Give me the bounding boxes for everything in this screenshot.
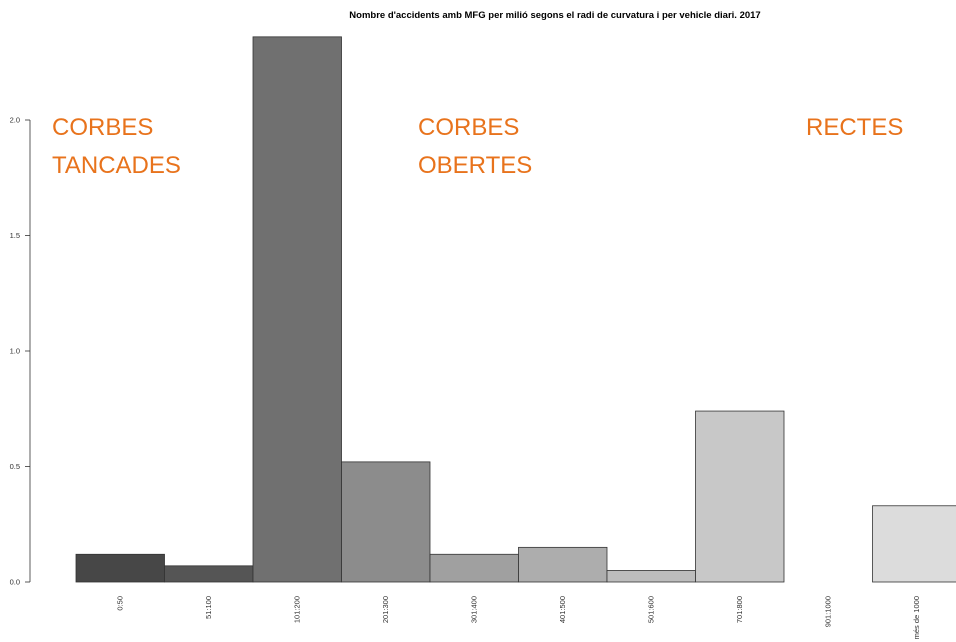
x-tick-label: 701:800 bbox=[735, 596, 744, 623]
x-tick-label: 201:300 bbox=[381, 596, 390, 623]
x-tick-label: més de 1000 bbox=[912, 596, 921, 639]
bar bbox=[429, 553, 519, 583]
x-tick-label: 401:500 bbox=[558, 596, 567, 623]
x-tick-label: 901:1000 bbox=[824, 596, 833, 627]
x-tick-label: 101:200 bbox=[293, 596, 302, 623]
y-tick-label: 2.0 bbox=[10, 116, 20, 125]
bar bbox=[872, 505, 956, 583]
x-tick-label: 301:400 bbox=[470, 596, 479, 623]
chart-title: Nombre d'accidents amb MFG per milió seg… bbox=[349, 10, 760, 21]
bars bbox=[75, 36, 956, 583]
bar bbox=[695, 410, 785, 583]
x-tick-label: 51:100 bbox=[204, 596, 213, 619]
bar bbox=[75, 553, 165, 583]
bar bbox=[164, 565, 254, 583]
x-axis-labels: 0:50 51:100 101:200 201:300 301:400 401:500 50… bbox=[116, 596, 922, 639]
y-tick-label: 1.5 bbox=[10, 231, 20, 240]
annotation-label: RECTES bbox=[806, 114, 903, 141]
bar bbox=[518, 546, 608, 583]
y-tick-label: 1.0 bbox=[10, 347, 20, 356]
annotation-label: CORBES TANCADES bbox=[52, 114, 181, 179]
x-tick-label: 0:50 bbox=[116, 596, 125, 611]
annotation-label: CORBES OBERTES bbox=[418, 114, 532, 179]
x-tick-label: 501:600 bbox=[647, 596, 656, 623]
bar bbox=[252, 36, 342, 583]
annotations: CORBES TANCADES CORBES OBERTES RECTES bbox=[52, 114, 903, 179]
y-tick-label: 0.0 bbox=[10, 578, 20, 587]
y-axis: 0.0 0.5 1.0 1.5 2.0 bbox=[10, 116, 31, 587]
y-tick-label: 0.5 bbox=[10, 462, 20, 471]
bar bbox=[606, 570, 696, 583]
bar bbox=[341, 461, 431, 583]
